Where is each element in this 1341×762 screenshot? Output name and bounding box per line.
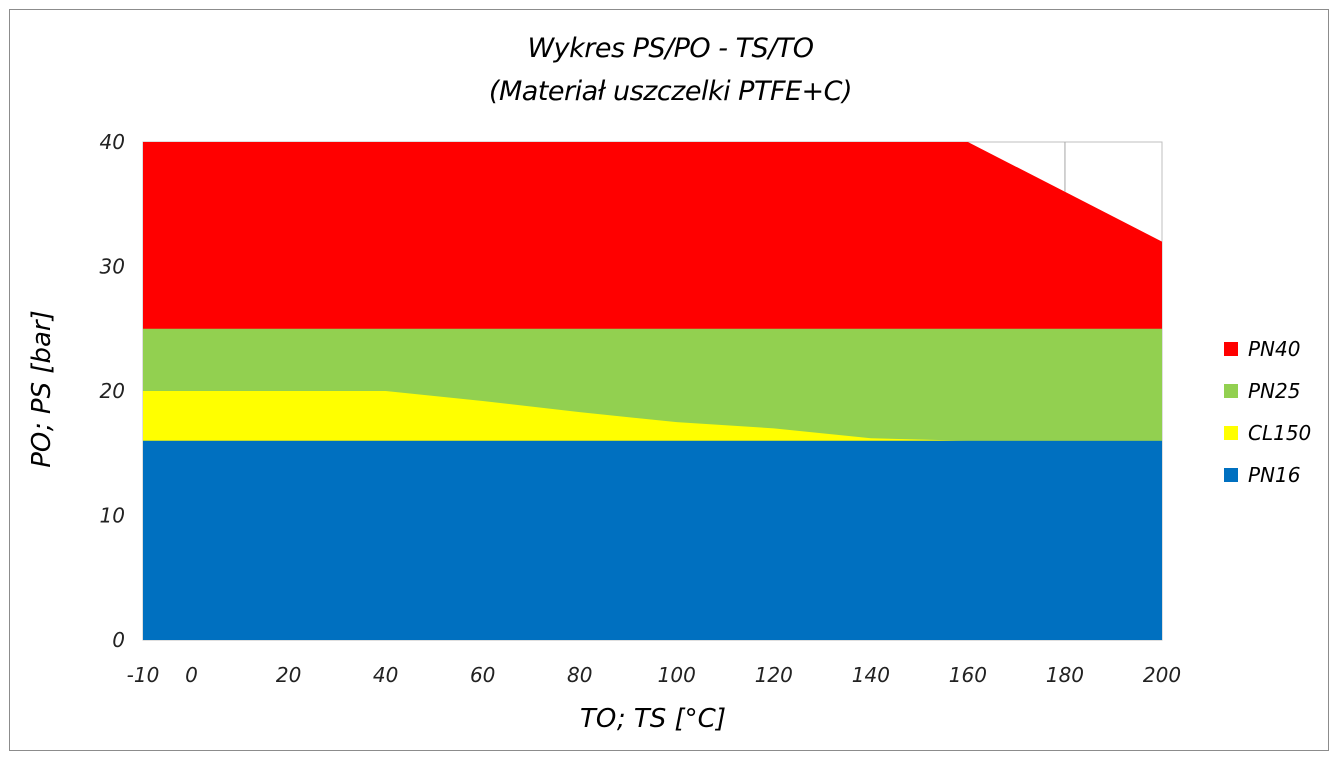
- y-axis-label: PO; PS [bar]: [27, 310, 57, 468]
- x-tick-label: 80: [567, 663, 592, 687]
- x-tick-label: -10: [127, 663, 160, 687]
- x-tick-label: 20: [276, 663, 301, 687]
- y-tick-label: 10: [100, 504, 125, 528]
- legend: PN40 PN25 CL150 PN16: [1224, 328, 1311, 496]
- x-tick-label: 120: [755, 663, 793, 687]
- x-tick-label: 40: [373, 663, 398, 687]
- x-tick-label: 140: [852, 663, 890, 687]
- x-tick-label: 60: [470, 663, 495, 687]
- x-tick-label: 100: [658, 663, 696, 687]
- legend-swatch-pn16: [1224, 468, 1238, 482]
- legend-label-pn25: PN25: [1248, 379, 1300, 403]
- legend-label-cl150: CL150: [1248, 421, 1311, 445]
- legend-swatch-pn40: [1224, 342, 1238, 356]
- legend-item-pn40: PN40: [1224, 328, 1311, 370]
- legend-item-cl150: CL150: [1224, 412, 1311, 454]
- x-tick-label: 200: [1143, 663, 1181, 687]
- y-tick-label: 30: [100, 255, 125, 279]
- y-tick-label: 0: [112, 628, 125, 652]
- legend-label-pn16: PN16: [1248, 463, 1300, 487]
- x-tick-label: 160: [949, 663, 987, 687]
- y-tick-label: 40: [100, 130, 125, 154]
- legend-swatch-cl150: [1224, 426, 1238, 440]
- legend-swatch-pn25: [1224, 384, 1238, 398]
- y-tick-label: 20: [100, 379, 125, 403]
- x-axis-label: TO; TS [°C]: [0, 704, 1306, 734]
- x-tick-label: 180: [1046, 663, 1084, 687]
- x-tick-label: 0: [185, 663, 198, 687]
- legend-item-pn25: PN25: [1224, 370, 1311, 412]
- legend-label-pn40: PN40: [1248, 337, 1300, 361]
- area-pn16: [143, 441, 1162, 640]
- legend-item-pn16: PN16: [1224, 454, 1311, 496]
